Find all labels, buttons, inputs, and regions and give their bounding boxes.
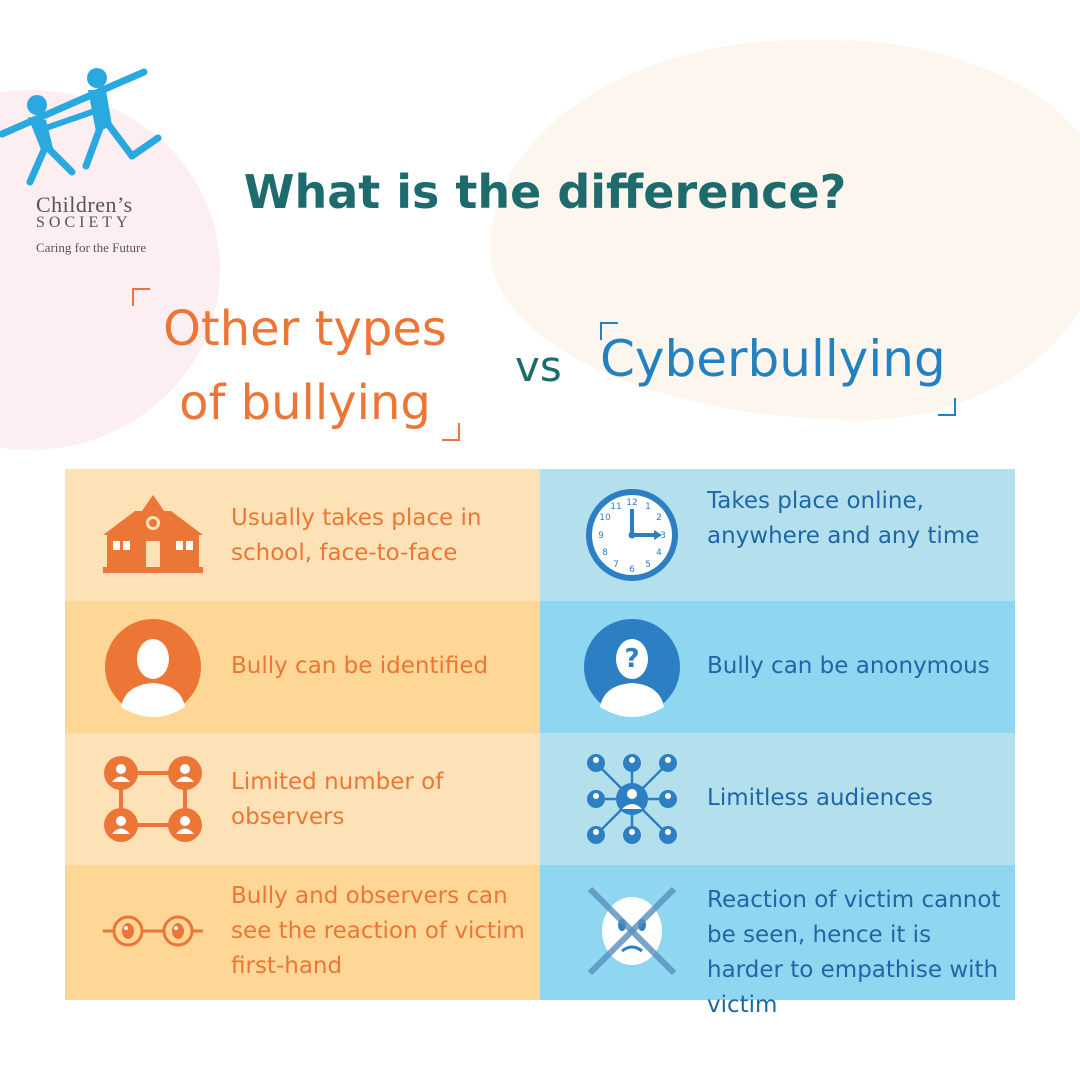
svg-text:5: 5 (645, 560, 651, 570)
row-text-reaction: Bully and observers can see the reaction… (231, 883, 525, 979)
row-text-location: Takes place online, anywhere and any tim… (707, 488, 980, 549)
crossed-out-face-icon (587, 886, 677, 976)
watching-eyes-icon (103, 915, 203, 947)
comparison-row: Bully can be identified ? Bully can be a… (65, 601, 1015, 733)
small-group-network-icon (104, 756, 202, 842)
heading-other-bullying: Other types of bullying (163, 301, 447, 431)
cell-other-bullying: Bully can be identified (65, 601, 540, 733)
comparison-table: Usually takes place in school, face-to-f… (65, 469, 1015, 1018)
svg-text:3: 3 (660, 531, 666, 541)
cell-other-bullying: Limited number of observers (65, 733, 540, 865)
vs-label: vs (515, 342, 562, 391)
bracket-close-right (938, 398, 956, 416)
row-text-audience: Limitless audiences (707, 785, 934, 811)
cell-other-bullying: Usually takes place in school, face-to-f… (65, 469, 540, 601)
heading-cyberbullying: Cyberbullying (600, 330, 946, 388)
cell-cyberbullying: Limitless audiences (540, 733, 1015, 865)
background-blob-right (490, 40, 1080, 420)
cell-cyberbullying: ? Bully can be anonymous (540, 601, 1015, 733)
row-text-audience: Limited number of observers (231, 769, 444, 830)
svg-text:6: 6 (629, 565, 635, 575)
svg-text:10: 10 (599, 513, 611, 523)
svg-text:4: 4 (656, 548, 662, 558)
row-text-reaction: Reaction of victim cannot be seen, hence… (707, 887, 1001, 1018)
svg-text:8: 8 (602, 548, 608, 558)
comparison-row: Bully and observers can see the reaction… (65, 865, 1015, 1018)
bracket-close-left (442, 423, 460, 441)
logo-tagline: Caring for the Future (36, 240, 147, 255)
row-text-location: Usually takes place in school, face-to-f… (231, 505, 482, 566)
svg-text:7: 7 (613, 560, 619, 570)
svg-text:?: ? (624, 644, 639, 674)
svg-text:9: 9 (598, 531, 604, 541)
page-title: What is the difference? (243, 165, 847, 219)
bracket-open-left (132, 288, 150, 306)
cell-other-bullying: Bully and observers can see the reaction… (65, 865, 540, 1000)
svg-text:2: 2 (656, 513, 662, 523)
cell-cyberbullying: Reaction of victim cannot be seen, hence… (540, 865, 1015, 1018)
large-audience-network-icon (587, 754, 677, 844)
comparison-row: Limited number of observers (65, 733, 1015, 865)
anonymous-person-icon: ? (584, 619, 680, 717)
row-text-identity: Bully can be anonymous (707, 653, 990, 679)
comparison-row: Usually takes place in school, face-to-f… (65, 469, 1015, 601)
childrens-society-logo-icon (0, 68, 162, 186)
svg-text:11: 11 (610, 502, 621, 512)
svg-text:1: 1 (645, 502, 651, 512)
bracket-open-right (600, 322, 618, 340)
school-building-icon (103, 495, 203, 573)
logo-subname: SOCIETY (36, 214, 132, 231)
svg-text:12: 12 (626, 498, 637, 508)
row-text-identity: Bully can be identified (231, 653, 489, 679)
logo-name: Children’s (36, 192, 133, 217)
person-silhouette-icon (105, 619, 201, 717)
